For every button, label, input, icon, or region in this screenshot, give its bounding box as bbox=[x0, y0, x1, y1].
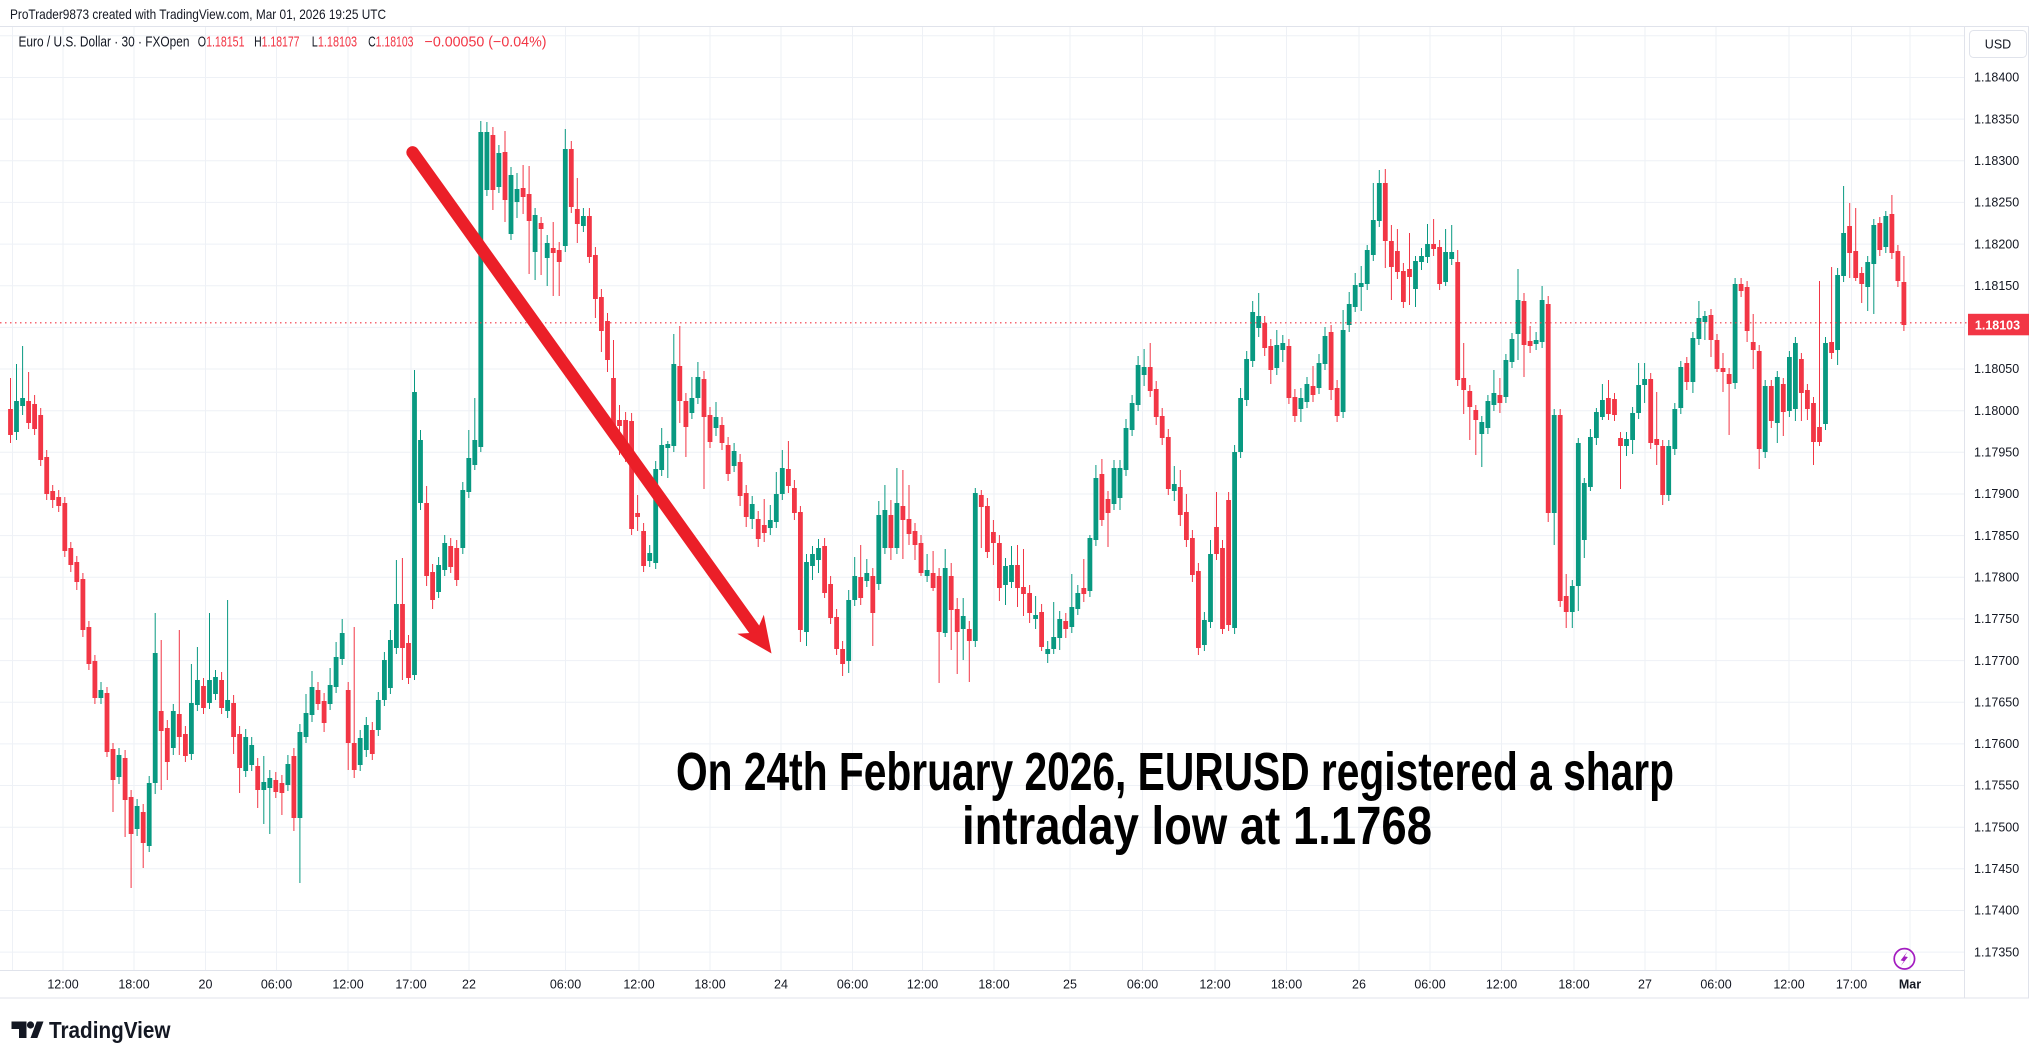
svg-text:06:00: 06:00 bbox=[261, 978, 292, 992]
svg-text:1.18250: 1.18250 bbox=[1974, 196, 2019, 210]
svg-text:1.17550: 1.17550 bbox=[1974, 779, 2019, 793]
svg-text:22: 22 bbox=[462, 978, 476, 992]
svg-text:1.18050: 1.18050 bbox=[1974, 362, 2019, 376]
svg-text:1.17800: 1.17800 bbox=[1974, 571, 2019, 585]
svg-text:12:00: 12:00 bbox=[1199, 978, 1230, 992]
svg-text:1.17500: 1.17500 bbox=[1974, 820, 2019, 834]
svg-text:06:00: 06:00 bbox=[1700, 978, 1731, 992]
svg-text:1.18350: 1.18350 bbox=[1974, 112, 2019, 126]
svg-text:17:00: 17:00 bbox=[395, 978, 426, 992]
svg-text:12:00: 12:00 bbox=[47, 978, 78, 992]
svg-text:1.17450: 1.17450 bbox=[1974, 862, 2019, 876]
svg-text:20: 20 bbox=[199, 978, 213, 992]
svg-text:1.17650: 1.17650 bbox=[1974, 695, 2019, 709]
svg-text:27: 27 bbox=[1638, 978, 1652, 992]
svg-text:intraday low at 1.1768: intraday low at 1.1768 bbox=[962, 796, 1432, 856]
svg-text:12:00: 12:00 bbox=[623, 978, 654, 992]
svg-text:L1.18103: L1.18103 bbox=[312, 35, 357, 51]
svg-text:06:00: 06:00 bbox=[550, 978, 581, 992]
svg-text:1.17950: 1.17950 bbox=[1974, 446, 2019, 460]
svg-text:1.17750: 1.17750 bbox=[1974, 612, 2019, 626]
svg-text:26: 26 bbox=[1352, 978, 1366, 992]
svg-text:18:00: 18:00 bbox=[1558, 978, 1589, 992]
svg-text:H1.18177: H1.18177 bbox=[254, 35, 299, 51]
svg-text:USD: USD bbox=[1985, 38, 2011, 52]
svg-text:06:00: 06:00 bbox=[1414, 978, 1445, 992]
svg-text:1.17850: 1.17850 bbox=[1974, 529, 2019, 543]
svg-text:06:00: 06:00 bbox=[837, 978, 868, 992]
svg-text:1.17400: 1.17400 bbox=[1974, 904, 2019, 918]
svg-text:1.17600: 1.17600 bbox=[1974, 737, 2019, 751]
svg-text:12:00: 12:00 bbox=[332, 978, 363, 992]
svg-text:18:00: 18:00 bbox=[694, 978, 725, 992]
svg-text:1.18103: 1.18103 bbox=[1975, 318, 2020, 332]
svg-text:1.17700: 1.17700 bbox=[1974, 654, 2019, 668]
svg-text:C1.18103: C1.18103 bbox=[368, 35, 413, 51]
svg-text:−0.00050 (−0.04%): −0.00050 (−0.04%) bbox=[425, 35, 547, 51]
svg-text:1.18200: 1.18200 bbox=[1974, 237, 2019, 251]
svg-text:1.18000: 1.18000 bbox=[1974, 404, 2019, 418]
svg-text:On 24th February 2026, EURUSD: On 24th February 2026, EURUSD registered… bbox=[676, 742, 1674, 802]
svg-text:Mar: Mar bbox=[1899, 978, 1921, 992]
svg-text:12:00: 12:00 bbox=[1773, 978, 1804, 992]
svg-text:18:00: 18:00 bbox=[1271, 978, 1302, 992]
svg-text:1.18150: 1.18150 bbox=[1974, 279, 2019, 293]
svg-text:24: 24 bbox=[774, 978, 788, 992]
svg-text:18:00: 18:00 bbox=[978, 978, 1009, 992]
svg-text:25: 25 bbox=[1063, 978, 1077, 992]
svg-text:12:00: 12:00 bbox=[907, 978, 938, 992]
svg-text:1.18300: 1.18300 bbox=[1974, 154, 2019, 168]
svg-text:1.17900: 1.17900 bbox=[1974, 487, 2019, 501]
svg-text:O1.18151: O1.18151 bbox=[198, 35, 245, 51]
svg-text:06:00: 06:00 bbox=[1127, 978, 1158, 992]
svg-text:18:00: 18:00 bbox=[118, 978, 149, 992]
svg-text:1.17350: 1.17350 bbox=[1974, 945, 2019, 959]
svg-text:17:00: 17:00 bbox=[1836, 978, 1867, 992]
svg-text:TradingView: TradingView bbox=[49, 1017, 171, 1043]
svg-text:1.18400: 1.18400 bbox=[1974, 71, 2019, 85]
svg-text:Euro / U.S. Dollar · 30 · FXOp: Euro / U.S. Dollar · 30 · FXOpen bbox=[19, 35, 190, 51]
svg-text:12:00: 12:00 bbox=[1486, 978, 1517, 992]
svg-text:ProTrader9873 created with Tra: ProTrader9873 created with TradingView.c… bbox=[10, 6, 386, 22]
